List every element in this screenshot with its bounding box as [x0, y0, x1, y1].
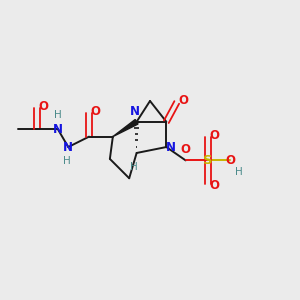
Text: O: O: [209, 178, 220, 192]
Text: O: O: [178, 94, 188, 107]
Text: N: N: [63, 140, 73, 154]
Text: O: O: [39, 100, 49, 113]
Text: H: H: [54, 110, 62, 120]
Text: H: H: [63, 156, 71, 166]
Text: O: O: [209, 129, 220, 142]
Text: H: H: [130, 162, 137, 172]
Text: S: S: [203, 154, 213, 167]
Text: O: O: [225, 154, 235, 167]
Polygon shape: [113, 119, 138, 136]
Text: N: N: [53, 123, 63, 136]
Text: O: O: [90, 105, 100, 118]
Text: H: H: [235, 167, 242, 177]
Text: N: N: [130, 105, 140, 118]
Text: O: O: [181, 142, 191, 156]
Text: N: N: [166, 141, 176, 154]
